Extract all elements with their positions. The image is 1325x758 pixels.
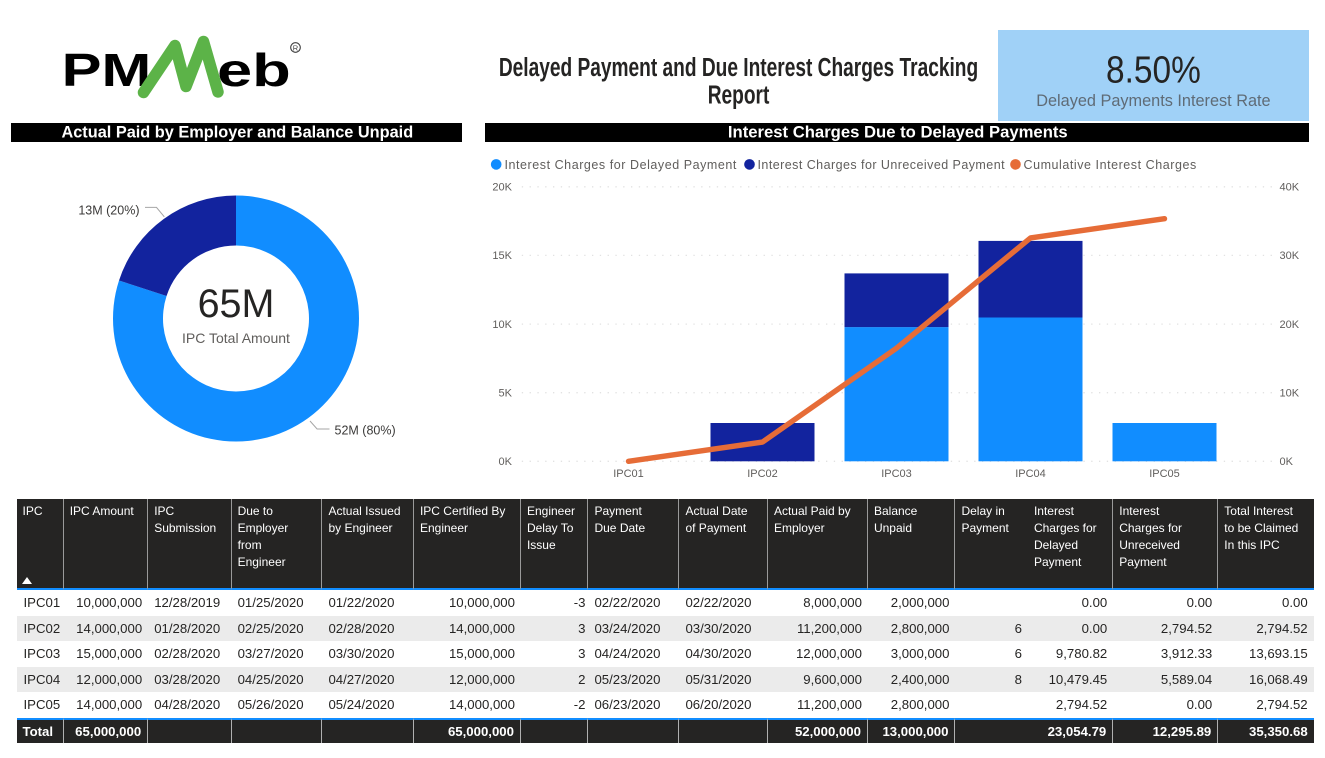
- svg-text:0K: 0K: [1280, 456, 1294, 468]
- svg-text:Report: Report: [708, 79, 770, 109]
- svg-text:Interest Charges for Delayed P: Interest Charges for Delayed Payment: [505, 158, 737, 172]
- svg-text:65M: 65M: [198, 282, 275, 326]
- svg-text:Actual Paid by Employer and Ba: Actual Paid by Employer and Balance Unpa…: [61, 122, 413, 141]
- svg-text:IPC02: IPC02: [747, 468, 778, 480]
- svg-text:Cumulative Interest Charges: Cumulative Interest Charges: [1024, 158, 1197, 172]
- svg-text:13M (20%): 13M (20%): [78, 204, 139, 218]
- svg-text:0K: 0K: [499, 456, 513, 468]
- svg-text:10K: 10K: [1280, 388, 1300, 400]
- svg-text:15K: 15K: [492, 250, 512, 262]
- svg-text:IPC01: IPC01: [613, 468, 644, 480]
- svg-text:IPC03: IPC03: [881, 468, 912, 480]
- svg-text:Delayed Payments Interest Rate: Delayed Payments Interest Rate: [1036, 92, 1270, 110]
- svg-text:Interest Charges for Unreceive: Interest Charges for Unreceived Payment: [758, 158, 1006, 172]
- svg-text:IPC04: IPC04: [1015, 468, 1046, 480]
- svg-text:20K: 20K: [492, 182, 512, 194]
- svg-text:R: R: [293, 44, 299, 53]
- svg-text:eb: eb: [217, 44, 291, 96]
- svg-text:52M (80%): 52M (80%): [335, 424, 396, 438]
- svg-text:8.50%: 8.50%: [1106, 49, 1201, 91]
- svg-text:20K: 20K: [1280, 319, 1300, 331]
- svg-text:IPC Total Amount: IPC Total Amount: [182, 330, 290, 346]
- svg-text:40K: 40K: [1280, 182, 1300, 194]
- svg-text:Interest Charges Due to Delaye: Interest Charges Due to Delayed Payments: [728, 122, 1068, 141]
- svg-text:PM: PM: [62, 45, 152, 96]
- svg-text:10K: 10K: [492, 319, 512, 331]
- svg-text:30K: 30K: [1280, 250, 1300, 262]
- svg-text:IPC05: IPC05: [1149, 468, 1180, 480]
- svg-text:Delayed Payment and Due Intere: Delayed Payment and Due Interest Charges…: [499, 52, 978, 82]
- svg-text:5K: 5K: [499, 388, 513, 400]
